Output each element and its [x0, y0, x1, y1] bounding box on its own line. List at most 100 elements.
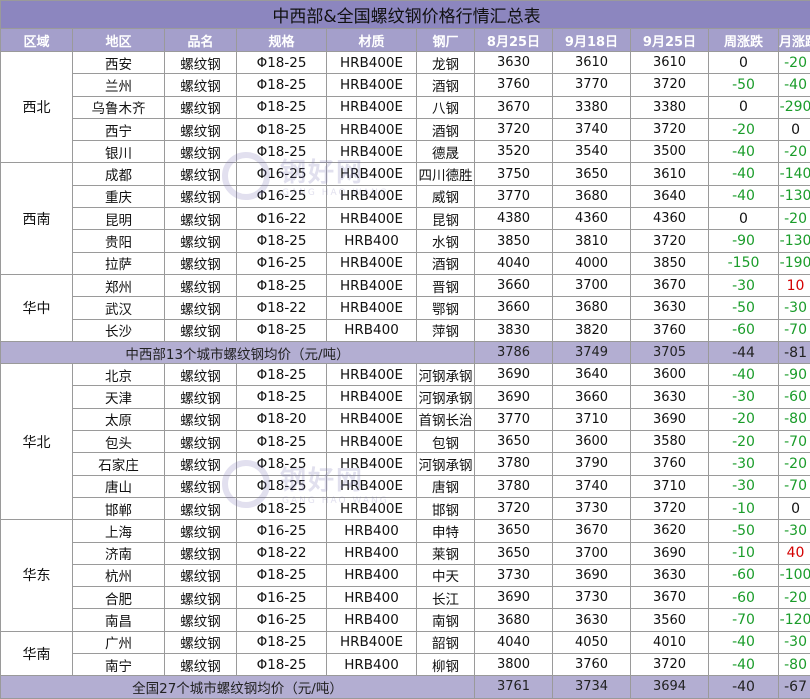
price-sep25-cell: 3760: [631, 453, 709, 475]
product-cell: 螺纹钢: [165, 631, 237, 653]
month-change-cell: -60: [779, 386, 810, 408]
city-cell: 济南: [73, 542, 165, 564]
price-sep18-cell: 3700: [553, 274, 631, 296]
city-cell: 兰州: [73, 74, 165, 96]
product-cell: 螺纹钢: [165, 475, 237, 497]
week-change-cell: -10: [709, 497, 779, 519]
price-sep18-cell: 3680: [553, 297, 631, 319]
material-cell: HRB400E: [327, 453, 417, 475]
material-cell: HRB400E: [327, 431, 417, 453]
price-sep18-cell: 3640: [553, 364, 631, 386]
header-mill: 钢厂: [417, 29, 475, 52]
mill-cell: 酒钢: [417, 118, 475, 140]
material-cell: HRB400: [327, 564, 417, 586]
price-aug25-cell: 4380: [475, 208, 553, 230]
price-sep18-cell: 3600: [553, 431, 631, 453]
spec-cell: Φ16-25: [237, 163, 327, 185]
month-change-cell: -20: [779, 52, 810, 74]
product-cell: 螺纹钢: [165, 274, 237, 296]
city-cell: 长沙: [73, 319, 165, 341]
month-change-cell: -20: [779, 587, 810, 609]
average-label: 全国27个城市螺纹钢均价（元/吨）: [1, 676, 475, 698]
price-aug25-cell: 3750: [475, 163, 553, 185]
spec-cell: Φ16-25: [237, 609, 327, 631]
material-cell: HRB400: [327, 654, 417, 676]
city-cell: 石家庄: [73, 453, 165, 475]
price-sep18-cell: 3760: [553, 654, 631, 676]
material-cell: HRB400E: [327, 297, 417, 319]
price-sep25-cell: 3640: [631, 185, 709, 207]
product-cell: 螺纹钢: [165, 431, 237, 453]
price-sep25-cell: 3380: [631, 96, 709, 118]
spec-cell: Φ18-25: [237, 497, 327, 519]
price-sep25-cell: 3720: [631, 74, 709, 96]
header-product: 品名: [165, 29, 237, 52]
city-cell: 天津: [73, 386, 165, 408]
material-cell: HRB400: [327, 319, 417, 341]
month-change-cell: 0: [779, 497, 810, 519]
week-change-cell: -20: [709, 408, 779, 430]
mill-cell: 威钢: [417, 185, 475, 207]
month-change-cell: -30: [779, 297, 810, 319]
spec-cell: Φ18-25: [237, 230, 327, 252]
month-change-cell: -20: [779, 453, 810, 475]
month-change-cell: -80: [779, 654, 810, 676]
header-material: 材质: [327, 29, 417, 52]
price-sep25-cell: 3600: [631, 364, 709, 386]
city-cell: 郑州: [73, 274, 165, 296]
price-sep25-cell: 3560: [631, 609, 709, 631]
mill-cell: 八钢: [417, 96, 475, 118]
material-cell: HRB400: [327, 520, 417, 542]
average-aug25: 3761: [475, 676, 553, 698]
spec-cell: Φ18-25: [237, 386, 327, 408]
product-cell: 螺纹钢: [165, 609, 237, 631]
price-sep18-cell: 3610: [553, 52, 631, 74]
header-aug25: 8月25日: [475, 29, 553, 52]
price-sep25-cell: 3720: [631, 230, 709, 252]
header-region: 区域: [1, 29, 73, 52]
product-cell: 螺纹钢: [165, 52, 237, 74]
week-change-cell: -20: [709, 118, 779, 140]
mill-cell: 萍钢: [417, 319, 475, 341]
city-cell: 杭州: [73, 564, 165, 586]
month-change-cell: -70: [779, 475, 810, 497]
spec-cell: Φ18-22: [237, 297, 327, 319]
city-cell: 乌鲁木齐: [73, 96, 165, 118]
mill-cell: 包钢: [417, 431, 475, 453]
product-cell: 螺纹钢: [165, 520, 237, 542]
month-change-cell: -80: [779, 408, 810, 430]
mill-cell: 水钢: [417, 230, 475, 252]
price-aug25-cell: 3650: [475, 542, 553, 564]
product-cell: 螺纹钢: [165, 654, 237, 676]
mill-cell: 长江: [417, 587, 475, 609]
mill-cell: 申特: [417, 520, 475, 542]
price-sep25-cell: 3580: [631, 431, 709, 453]
product-cell: 螺纹钢: [165, 297, 237, 319]
price-aug25-cell: 3780: [475, 475, 553, 497]
month-change-cell: -40: [779, 74, 810, 96]
city-cell: 贵阳: [73, 230, 165, 252]
city-cell: 包头: [73, 431, 165, 453]
month-change-cell: -70: [779, 319, 810, 341]
city-cell: 上海: [73, 520, 165, 542]
month-change-cell: 40: [779, 542, 810, 564]
price-sep25-cell: 3690: [631, 542, 709, 564]
header-month-change: 月涨跌: [779, 29, 810, 52]
spec-cell: Φ18-25: [237, 631, 327, 653]
average-week-change: -44: [709, 341, 779, 363]
price-aug25-cell: 3650: [475, 431, 553, 453]
mill-cell: 韶钢: [417, 631, 475, 653]
price-sep25-cell: 3720: [631, 497, 709, 519]
price-sep18-cell: 3770: [553, 74, 631, 96]
